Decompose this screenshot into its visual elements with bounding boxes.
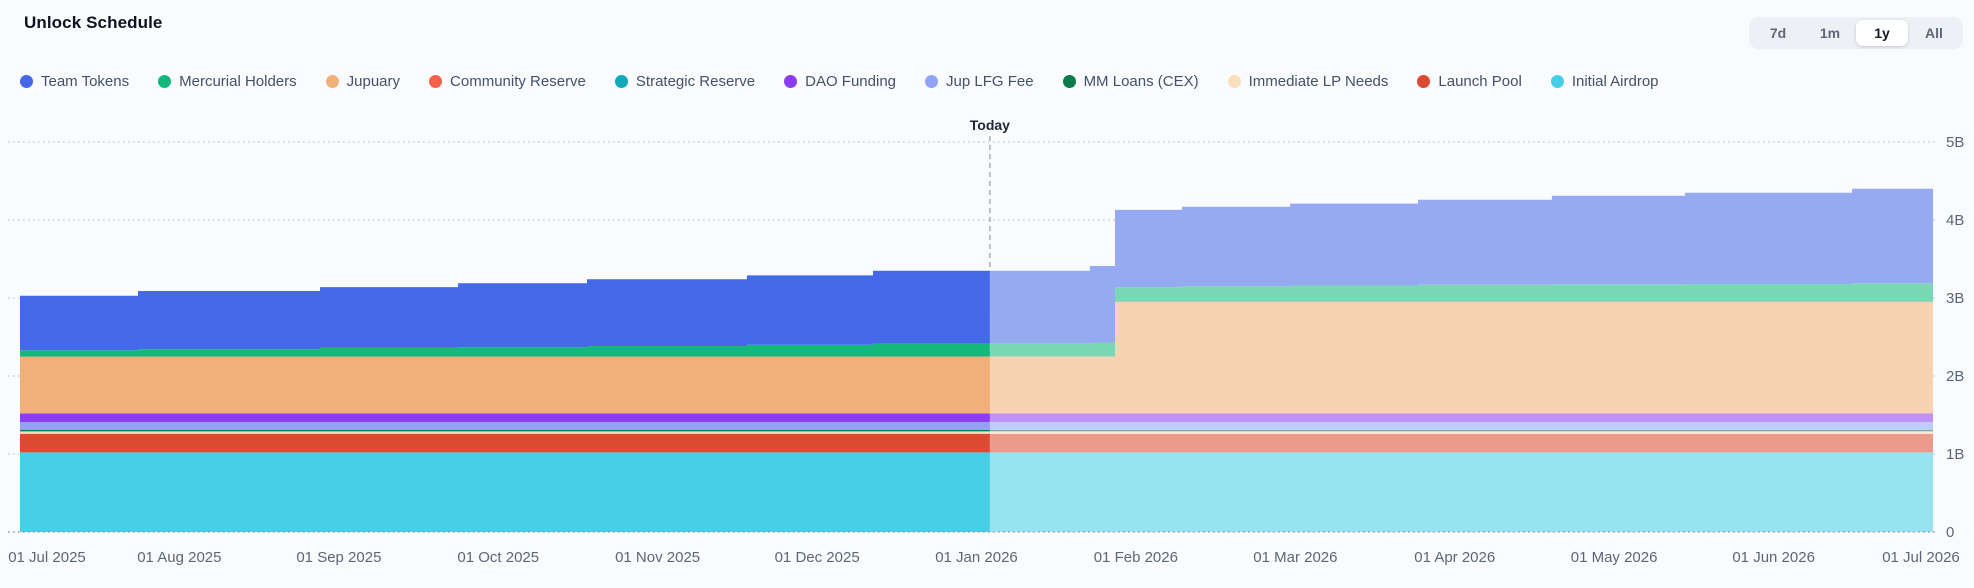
area-mercurial-holders xyxy=(20,343,990,357)
legend-label: Jupuary xyxy=(346,73,401,90)
legend-label: Immediate LP Needs xyxy=(1248,73,1389,90)
x-tick-label: 01 Jun 2026 xyxy=(1732,549,1815,566)
area-stack-past xyxy=(20,270,990,532)
x-tick-label: 01 Jul 2025 xyxy=(8,549,86,566)
range-button-7d[interactable]: 7d xyxy=(1752,20,1804,46)
area-jup-lfg-fee xyxy=(20,422,990,430)
area-initial-airdrop-projected xyxy=(989,452,1933,532)
legend: Team Tokens Mercurial Holders Jupuary Commu… xyxy=(20,73,1954,90)
y-tick-label: 2B xyxy=(1946,368,1964,385)
area-immediate-lp-needs-projected xyxy=(989,431,1933,434)
initial-airdrop-color-dot xyxy=(1550,75,1564,88)
jup-lfg-fee-color-dot xyxy=(925,75,939,88)
area-initial-airdrop xyxy=(20,452,990,532)
area-jupuary-projected xyxy=(989,301,1933,414)
legend-item-dao-funding[interactable]: DAO Funding xyxy=(784,73,896,90)
area-jup-lfg-fee-projected xyxy=(989,422,1933,430)
x-tick-label: 01 Nov 2025 xyxy=(615,549,700,566)
legend-item-team-tokens[interactable]: Team Tokens xyxy=(20,73,129,90)
immediate-lp-needs-color-dot xyxy=(1227,75,1241,88)
x-tick-label: 01 Sep 2025 xyxy=(296,549,381,566)
area-stack-future xyxy=(989,188,1933,532)
legend-item-initial-airdrop[interactable]: Initial Airdrop xyxy=(1550,73,1659,90)
area-team-tokens-projected xyxy=(989,188,1933,344)
area-dao-funding xyxy=(20,413,990,422)
x-tick-label: 01 Aug 2025 xyxy=(137,549,221,566)
legend-item-mercurial-holders[interactable]: Mercurial Holders xyxy=(158,73,297,90)
page-title: Unlock Schedule xyxy=(24,13,163,32)
range-selector: 7d 1m 1y All xyxy=(1749,17,1963,49)
area-mercurial-holders-projected xyxy=(989,283,1933,357)
x-tick-label: 01 Mar 2026 xyxy=(1253,549,1337,566)
legend-item-jup-lfg-fee[interactable]: Jup LFG Fee xyxy=(925,73,1034,90)
jupuary-color-dot xyxy=(325,75,339,88)
x-tick-label: 01 Oct 2025 xyxy=(457,549,539,566)
x-tick-label: 01 Jan 2026 xyxy=(935,549,1018,566)
area-immediate-lp-needs xyxy=(20,431,990,434)
x-tick-label: 01 May 2026 xyxy=(1571,549,1658,566)
legend-item-strategic-reserve[interactable]: Strategic Reserve xyxy=(614,73,756,90)
strategic-reserve-color-dot xyxy=(614,75,628,88)
mm-loans-cex-color-dot xyxy=(1062,75,1076,88)
area-launch-pool xyxy=(20,433,990,453)
launch-pool-color-dot xyxy=(1417,75,1431,88)
legend-label: Launch Pool xyxy=(1438,73,1522,90)
y-tick-label: 1B xyxy=(1946,446,1964,463)
legend-label: Strategic Reserve xyxy=(635,73,756,90)
range-button-all[interactable]: All xyxy=(1908,20,1960,46)
x-tick-label: 01 Feb 2026 xyxy=(1094,549,1178,566)
area-mm-loans-cex-projected xyxy=(989,429,1933,432)
mercurial-holders-color-dot xyxy=(158,75,172,88)
dao-funding-color-dot xyxy=(784,75,798,88)
legend-label: MM Loans (CEX) xyxy=(1083,73,1199,90)
area-launch-pool-projected xyxy=(989,433,1933,453)
team-tokens-color-dot xyxy=(20,75,33,88)
y-tick-label: 4B xyxy=(1946,212,1964,229)
legend-item-launch-pool[interactable]: Launch Pool xyxy=(1417,73,1522,90)
legend-label: Jup LFG Fee xyxy=(946,73,1034,90)
legend-item-jupuary[interactable]: Jupuary xyxy=(325,73,401,90)
area-jupuary xyxy=(20,356,990,414)
legend-label: Team Tokens xyxy=(41,73,130,90)
y-tick-label: 0 xyxy=(1946,524,1954,541)
legend-label: Mercurial Holders xyxy=(179,73,297,90)
area-dao-funding-projected xyxy=(989,413,1933,422)
legend-item-mm-loans-cex[interactable]: MM Loans (CEX) xyxy=(1062,73,1199,90)
community-reserve-color-dot xyxy=(429,75,443,88)
legend-label: DAO Funding xyxy=(805,73,897,90)
range-button-1m[interactable]: 1m xyxy=(1804,20,1856,46)
x-tick-label: 01 Apr 2026 xyxy=(1414,549,1495,566)
y-tick-label: 3B xyxy=(1946,290,1964,307)
range-button-1y[interactable]: 1y xyxy=(1856,20,1908,46)
x-tick-label: 01 Dec 2025 xyxy=(775,549,860,566)
y-tick-label: 5B xyxy=(1946,134,1964,151)
x-tick-label: 01 Jul 2026 xyxy=(1882,549,1960,566)
legend-label: Community Reserve xyxy=(450,73,586,90)
legend-item-immediate-lp-needs[interactable]: Immediate LP Needs xyxy=(1227,73,1389,90)
today-label: Today xyxy=(970,117,1010,133)
area-team-tokens xyxy=(20,270,990,351)
area-mm-loans-cex xyxy=(20,429,990,432)
legend-item-community-reserve[interactable]: Community Reserve xyxy=(429,73,586,90)
legend-label: Initial Airdrop xyxy=(1571,73,1659,90)
